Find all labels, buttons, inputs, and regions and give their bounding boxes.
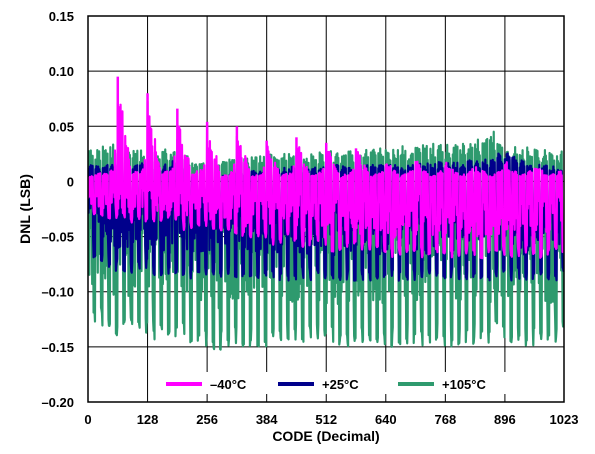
- y-tick-label: 0.05: [49, 119, 74, 134]
- x-tick-label: 128: [137, 412, 159, 427]
- x-tick-label: 640: [375, 412, 397, 427]
- x-tick-label: 768: [434, 412, 456, 427]
- x-axis-title: CODE (Decimal): [272, 428, 379, 444]
- y-tick-label: –0.20: [41, 395, 74, 410]
- x-tick-label: 896: [494, 412, 516, 427]
- series-group: [88, 76, 564, 351]
- y-tick-label: –0.05: [41, 230, 74, 245]
- legend-label: –40°C: [210, 377, 247, 392]
- y-tick-label: 0.10: [49, 64, 74, 79]
- x-tick-label: 256: [196, 412, 218, 427]
- series-line-0: [88, 100, 564, 260]
- x-tick-label: 0: [84, 412, 91, 427]
- legend-bg: [158, 372, 518, 394]
- y-tick-label: –0.10: [41, 285, 74, 300]
- legend: –40°C +25°C +105°C: [158, 372, 518, 394]
- plot-border: [87, 15, 565, 403]
- x-tick-label: 384: [256, 412, 278, 427]
- legend-label: +25°C: [322, 377, 359, 392]
- y-tick-labels: 0.15 0.10 0.05 0 –0.05 –0.10 –0.15 –0.20: [41, 9, 74, 410]
- y-axis-title: DNL (LSB): [17, 174, 33, 244]
- x-tick-label: 512: [315, 412, 337, 427]
- y-tick-label: 0: [67, 174, 74, 189]
- x-tick-labels: 0 128 256 384 512 640 768 896 1023: [84, 412, 578, 427]
- x-tick-label: 1023: [550, 412, 579, 427]
- y-tick-label: 0.15: [49, 9, 74, 24]
- y-tick-label: –0.15: [41, 340, 74, 355]
- legend-label: +105°C: [442, 377, 486, 392]
